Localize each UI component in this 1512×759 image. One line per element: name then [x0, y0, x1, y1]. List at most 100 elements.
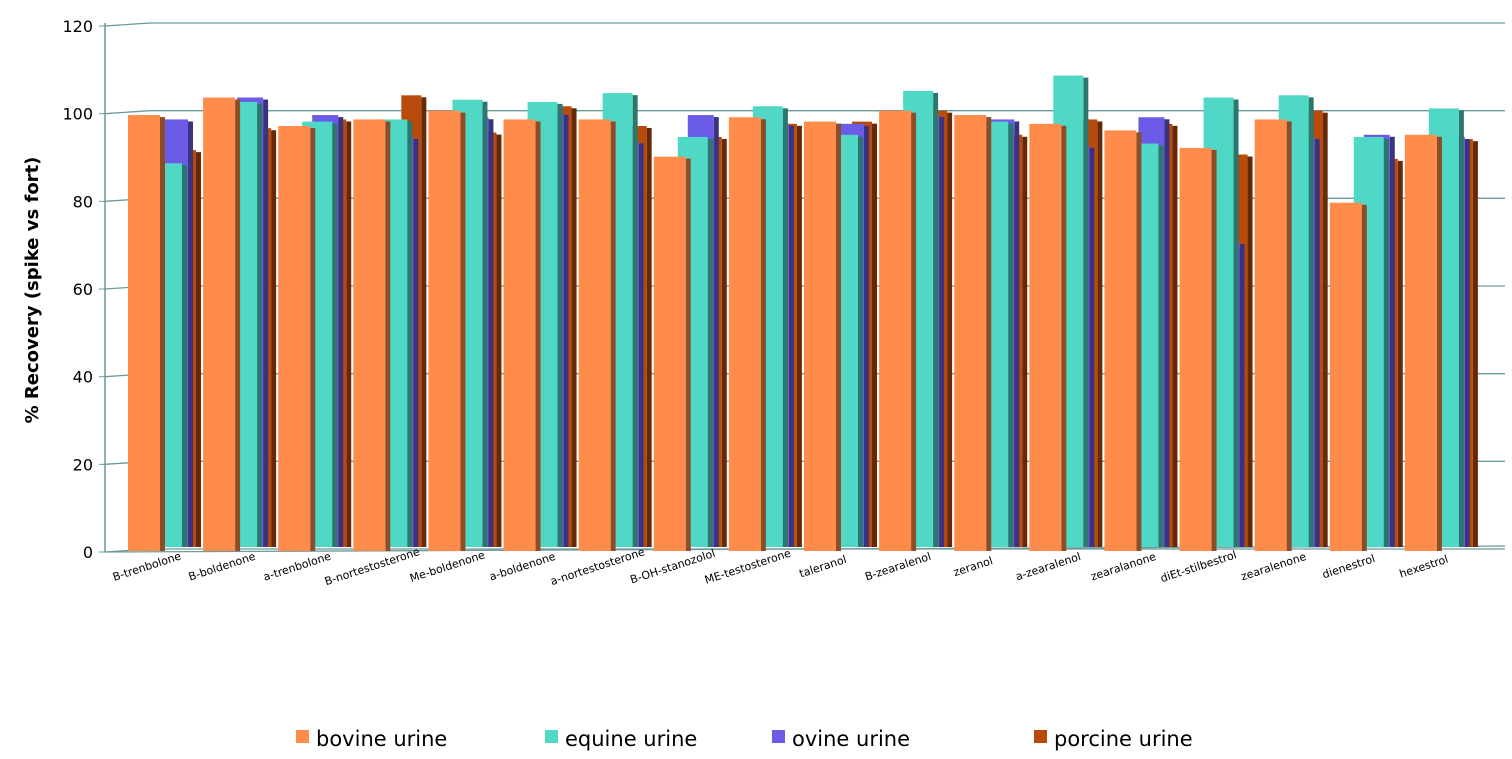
bar-side [338, 117, 344, 548]
x-category-label: B-zearalenol [863, 550, 932, 584]
y-tick-label: 100 [62, 105, 93, 124]
x-category-label: taleranol [798, 553, 849, 580]
bar-side [496, 134, 502, 548]
bar-side [782, 108, 788, 548]
bar-side [1322, 112, 1328, 548]
bar-side [836, 123, 841, 551]
legend-swatch [1034, 730, 1047, 743]
x-category-label: a-zearalenol [1014, 550, 1083, 583]
y-tick-label: 40 [73, 368, 93, 387]
bar-side [1008, 123, 1014, 547]
bar-bovine-urine [728, 117, 761, 551]
bar-side [1383, 138, 1389, 547]
bar-side [1397, 160, 1403, 547]
bar-side [1089, 147, 1095, 547]
bar-side [685, 158, 691, 552]
bar-side [721, 138, 727, 547]
y-axis-label: % Recovery (spike vs fort) [22, 157, 43, 424]
bar-side [1308, 97, 1314, 547]
y-tick-label: 80 [73, 192, 93, 211]
bar-side [1286, 121, 1292, 551]
legend-label: equine urine [565, 727, 697, 751]
bar-side [788, 125, 794, 548]
bar-bovine-urine [1029, 123, 1062, 552]
bar-bovine-urine [128, 115, 160, 552]
bar-bovine-urine [578, 119, 611, 551]
bar-side [1314, 138, 1320, 547]
bar-side [332, 123, 338, 547]
bar-bovine-urine [278, 126, 311, 551]
gridline [104, 22, 1505, 27]
bar-side [346, 121, 352, 547]
x-category-label: dienestrol [1321, 552, 1377, 581]
legend: bovine urine equine urine ovine urine porci… [296, 727, 1193, 751]
bar-side [563, 114, 569, 547]
bar-bovine-urine [1104, 130, 1137, 551]
x-category-label: ME-testosterone [703, 547, 793, 587]
legend-label: ovine urine [792, 727, 910, 751]
bar-side [571, 108, 577, 548]
x-category-label: zeranol [952, 554, 995, 579]
bar-side [235, 99, 241, 552]
bar-side [1458, 110, 1464, 547]
bar-side [1172, 125, 1178, 548]
bar-bovine-urine [1254, 119, 1287, 551]
bar-side [310, 128, 316, 551]
bar-side [713, 117, 719, 548]
bar-side [257, 103, 263, 548]
bar-side [1014, 121, 1020, 547]
x-category-label: a-trenbolone [262, 550, 333, 584]
y-tick-label: 120 [62, 17, 93, 36]
bar-side [911, 112, 917, 552]
bar-side [638, 143, 644, 547]
bar-side [1136, 132, 1142, 551]
y-axis-ticks: 0 20 40 60 80 100 120 [62, 17, 93, 562]
bar-bovine-urine [879, 110, 912, 552]
bar-side [188, 121, 193, 547]
bar-side [858, 136, 863, 547]
bar-side [933, 92, 939, 548]
bar-side [1083, 77, 1089, 547]
bar-bovine-urine [1179, 147, 1212, 552]
bar-side [1211, 149, 1217, 552]
x-category-label: hexestrol [1398, 553, 1450, 581]
x-category-label: zearalanone [1089, 550, 1158, 583]
bars [128, 75, 1478, 552]
legend-swatch [296, 730, 309, 743]
bar-side [646, 128, 652, 547]
x-category-label: zearalenone [1239, 550, 1308, 583]
bar-side [1436, 136, 1442, 551]
legend-label: porcine urine [1054, 727, 1193, 751]
legend-swatch [545, 730, 558, 743]
bar-bovine-urine [1329, 202, 1362, 551]
bar-side [421, 97, 427, 547]
bar-side [557, 103, 563, 548]
bar-side [1464, 138, 1470, 547]
bar-side [263, 99, 269, 548]
bar-side [182, 165, 187, 547]
legend-swatch [772, 730, 785, 743]
bar-side [482, 101, 488, 547]
bar-side [1247, 156, 1253, 547]
bar-side [707, 138, 713, 547]
bar-side [1361, 204, 1367, 551]
bar-side [986, 117, 992, 552]
bar-bovine-urine [353, 119, 386, 551]
bar-side [632, 95, 638, 547]
bar-bovine-urine [503, 119, 536, 551]
bar-bovine-urine [954, 115, 987, 552]
bar-side [413, 138, 419, 547]
bar-side [610, 121, 616, 551]
x-category-label: B-trenbolone [111, 549, 183, 583]
bar-bovine-urine [428, 110, 461, 552]
y-tick-label: 0 [83, 543, 93, 562]
bar-side [1022, 136, 1028, 547]
bar-side [271, 130, 277, 547]
x-category-label: B-boldenone [187, 550, 257, 584]
bar-bovine-urine [203, 97, 236, 552]
x-category-label: a-boldenone [488, 550, 558, 584]
bar-bovine-urine [653, 156, 686, 552]
bar-side [407, 121, 413, 547]
bar-side [488, 119, 494, 547]
